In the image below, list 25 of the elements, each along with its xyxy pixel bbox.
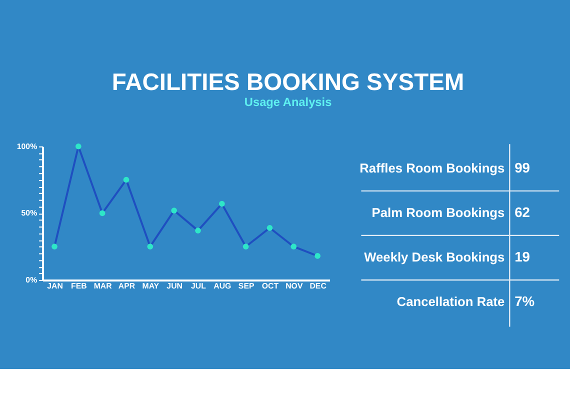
- x-tick-label: NOV: [286, 281, 304, 290]
- x-tick-label: SEP: [238, 281, 254, 290]
- text: Weekly Desk Bookings: [364, 250, 505, 265]
- text: 7%: [514, 293, 535, 310]
- y-tick-label: 0%: [26, 275, 38, 284]
- x-tick-label: APR: [118, 281, 136, 290]
- text: Raffles Room Bookings: [360, 160, 505, 176]
- text: Cancellation Rate: [396, 294, 505, 310]
- chart-subtitle: Usage Analysis: [244, 94, 332, 109]
- x-tick-label: OCT: [262, 281, 279, 290]
- x-tick-label: JUL: [191, 281, 206, 290]
- x-tick-label: AUG: [214, 281, 232, 290]
- x-tick-label: FEB: [71, 281, 88, 290]
- x-tick-label: DEC: [310, 281, 327, 290]
- x-tick-label: JUN: [166, 281, 183, 290]
- x-tick-label: MAR: [94, 281, 112, 290]
- text: 62: [514, 204, 530, 220]
- text: Palm Room Bookings: [372, 205, 505, 220]
- chart-title: FACILITIES BOOKING SYSTEM: [112, 68, 464, 96]
- x-tick-label: JAN: [47, 281, 64, 290]
- y-tick-label: 50%: [21, 208, 38, 218]
- y-tick-label: 100%: [16, 142, 38, 151]
- text: 99: [514, 160, 530, 176]
- text: 19: [514, 248, 530, 265]
- x-tick-label: MAY: [142, 281, 160, 290]
